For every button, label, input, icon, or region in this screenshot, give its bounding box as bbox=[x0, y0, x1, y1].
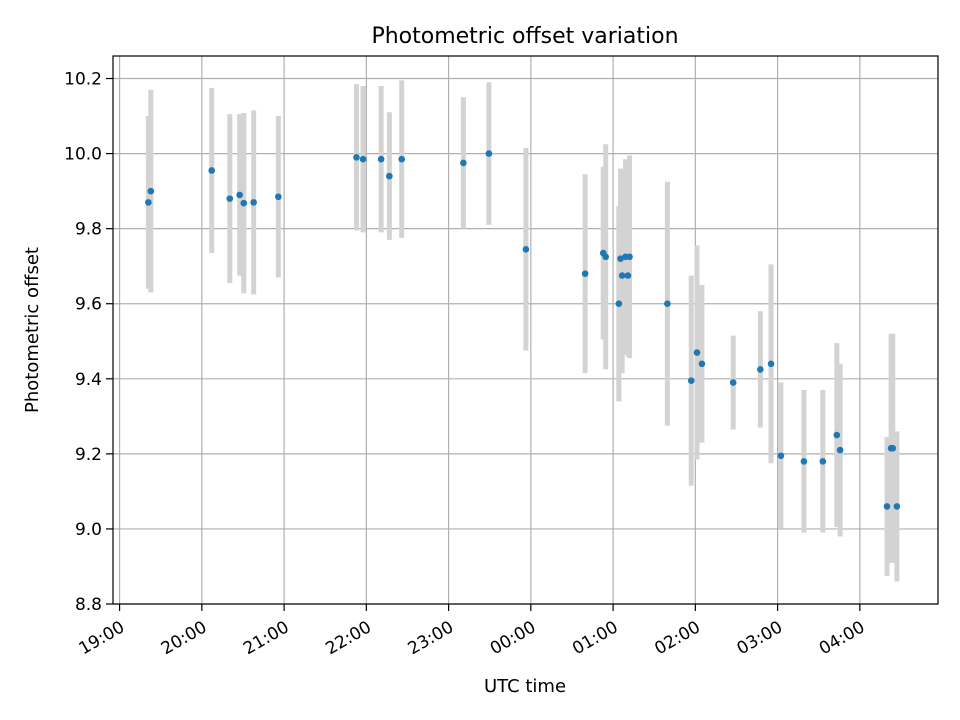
data-point bbox=[767, 360, 775, 368]
x-tick-label: 23:00 bbox=[405, 617, 457, 659]
data-point bbox=[893, 503, 901, 510]
y-axis-label: Photometric offset bbox=[22, 247, 43, 413]
y-tick-label: 10.0 bbox=[64, 145, 102, 165]
data-point bbox=[687, 377, 695, 384]
plot-area-frame bbox=[112, 55, 939, 605]
y-tick-label: 10.2 bbox=[64, 70, 102, 90]
data-point bbox=[777, 452, 785, 460]
data-point bbox=[836, 446, 844, 454]
x-tick-label: 00:00 bbox=[487, 617, 539, 659]
data-point bbox=[145, 199, 152, 206]
y-tick-label: 9.4 bbox=[75, 370, 102, 390]
data-point bbox=[359, 155, 367, 163]
data-point bbox=[626, 253, 633, 261]
x-tick-label: 04:00 bbox=[816, 617, 868, 659]
data-point bbox=[208, 167, 216, 174]
data-point bbox=[693, 349, 701, 356]
data-point bbox=[889, 444, 897, 452]
x-tick-label: 19:00 bbox=[76, 617, 128, 659]
data-point bbox=[581, 270, 589, 277]
data-point bbox=[236, 191, 243, 199]
data-point bbox=[226, 195, 234, 202]
axis-ticks: 19:00 20:00 21:00 22:00 23:00 00:00 01:00 02:00… bbox=[64, 70, 868, 660]
data-point bbox=[275, 193, 282, 201]
data-point bbox=[240, 199, 248, 207]
x-tick-label: 20:00 bbox=[158, 617, 210, 659]
x-axis-label: UTC time bbox=[484, 676, 566, 697]
data-point bbox=[386, 172, 393, 180]
y-tick-label: 8.8 bbox=[75, 595, 102, 615]
chart-title: Photometric offset variation bbox=[371, 24, 678, 49]
x-tick-label: 02:00 bbox=[651, 617, 703, 659]
y-tick-label: 9.6 bbox=[75, 295, 102, 315]
data-point bbox=[618, 272, 626, 279]
y-tick-label: 9.0 bbox=[75, 520, 102, 540]
data-point bbox=[624, 272, 632, 279]
data-point bbox=[729, 379, 737, 386]
data-point bbox=[460, 159, 467, 167]
data-point bbox=[615, 300, 623, 308]
x-tick-label: 01:00 bbox=[569, 617, 621, 659]
error-bars bbox=[145, 80, 900, 582]
y-tick-label: 9.2 bbox=[75, 445, 102, 465]
data-point bbox=[250, 199, 257, 206]
x-tick-label: 22:00 bbox=[322, 617, 374, 659]
data-points bbox=[145, 150, 901, 510]
data-point bbox=[757, 366, 764, 373]
data-point bbox=[377, 155, 385, 163]
data-point bbox=[353, 154, 360, 161]
y-tick-label: 9.8 bbox=[75, 220, 102, 240]
data-point bbox=[398, 155, 406, 163]
data-point bbox=[698, 360, 706, 368]
data-point bbox=[664, 300, 671, 308]
data-point bbox=[883, 503, 891, 510]
data-point bbox=[522, 246, 530, 253]
data-point bbox=[485, 150, 493, 157]
data-point bbox=[602, 253, 609, 261]
x-tick-label: 03:00 bbox=[734, 617, 786, 659]
data-point bbox=[833, 431, 841, 439]
data-point bbox=[819, 458, 827, 465]
x-tick-label: 21:00 bbox=[240, 617, 292, 659]
data-point bbox=[800, 458, 808, 465]
data-point bbox=[147, 187, 155, 195]
